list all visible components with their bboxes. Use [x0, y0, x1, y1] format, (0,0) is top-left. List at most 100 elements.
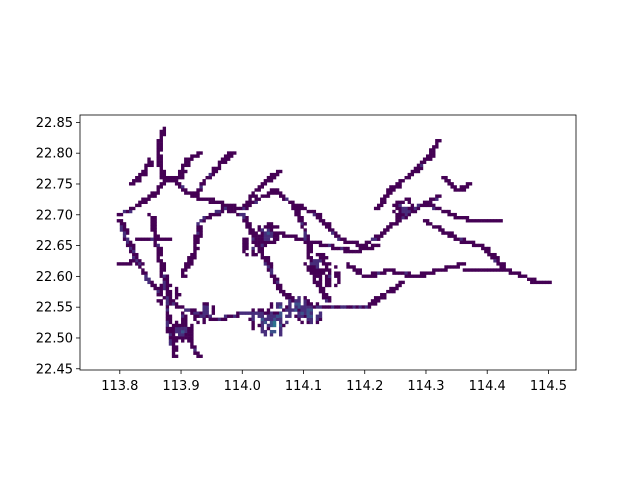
- heatmap-cell: [144, 166, 148, 171]
- heatmap-cell: [150, 283, 154, 288]
- heatmap-cell: [257, 246, 261, 251]
- heatmap-cell: [147, 160, 151, 164]
- heatmap-cell: [260, 311, 264, 315]
- heatmap-cell: [398, 212, 402, 217]
- heatmap-cell: [144, 237, 148, 241]
- heatmap-cell: [245, 200, 249, 204]
- heatmap-cell: [453, 216, 457, 220]
- heatmap-cell: [260, 182, 264, 186]
- heatmap-cell: [328, 268, 332, 272]
- heatmap-cell: [184, 262, 188, 266]
- heatmap-cell: [263, 256, 268, 260]
- heatmap-cell: [165, 293, 170, 297]
- heatmap-cell: [398, 219, 402, 223]
- heatmap-cell: [153, 216, 157, 220]
- heatmap-cell: [171, 339, 176, 343]
- heatmap-cell: [226, 151, 231, 155]
- heatmap-cell: [410, 172, 415, 177]
- heatmap-cell: [196, 240, 200, 245]
- heatmap-cell: [236, 206, 240, 211]
- heatmap-cell: [373, 296, 378, 300]
- heatmap-cell: [159, 289, 163, 294]
- heatmap-cell: [119, 262, 124, 266]
- heatmap-cell: [324, 268, 329, 272]
- heatmap-cell: [153, 194, 157, 198]
- heatmap-cell: [165, 311, 170, 315]
- heatmap-cell: [260, 240, 264, 245]
- heatmap-cell: [370, 302, 375, 306]
- heatmap-cell: [303, 305, 307, 309]
- heatmap-cell: [187, 326, 191, 331]
- heatmap-cell: [199, 188, 203, 192]
- heatmap-cell: [217, 200, 222, 204]
- heatmap-cell: [233, 314, 237, 318]
- x-tick-label: 114.2: [346, 379, 383, 394]
- heatmap-cell: [138, 175, 142, 180]
- heatmap-cell: [165, 277, 170, 281]
- heatmap-cell: [141, 172, 145, 177]
- heatmap-cell: [395, 222, 399, 226]
- heatmap-cell: [144, 169, 148, 174]
- heatmap-cell: [398, 200, 402, 204]
- heatmap-cell: [343, 237, 347, 241]
- heatmap-cell: [300, 308, 304, 312]
- heatmap-cell: [386, 191, 390, 195]
- heatmap-cell: [125, 237, 130, 241]
- heatmap-cell: [251, 314, 255, 318]
- heatmap-cell: [441, 228, 445, 232]
- heatmap-cell: [174, 329, 179, 334]
- heatmap-cell: [392, 203, 396, 208]
- heatmap-cell: [328, 274, 332, 278]
- heatmap-cell: [260, 185, 264, 189]
- heatmap-cell: [190, 191, 194, 195]
- heatmap-cell: [337, 274, 341, 278]
- heatmap-cell: [447, 234, 451, 238]
- heatmap-cell: [150, 219, 154, 223]
- heatmap-cell: [156, 191, 160, 195]
- heatmap-cell: [187, 265, 191, 269]
- heatmap-cell: [432, 151, 436, 155]
- heatmap-cell: [282, 234, 286, 238]
- heatmap-cell: [141, 268, 145, 272]
- heatmap-cell: [196, 231, 200, 235]
- heatmap-cell: [306, 209, 310, 214]
- heatmap-cell: [122, 237, 127, 241]
- heatmap-cell: [220, 160, 225, 164]
- heatmap-cell: [245, 203, 249, 208]
- heatmap-cell: [422, 203, 427, 208]
- heatmap-cell: [202, 182, 206, 186]
- heatmap-cell: [193, 308, 197, 312]
- heatmap-cell: [395, 216, 399, 220]
- heatmap-cell: [156, 234, 160, 238]
- heatmap-cell: [220, 206, 225, 211]
- heatmap-cell: [266, 228, 271, 232]
- heatmap-cell: [248, 311, 252, 315]
- heatmap-cell: [389, 191, 393, 195]
- heatmap-cell: [168, 293, 173, 297]
- heatmap-cell: [294, 209, 298, 214]
- heatmap-cell: [355, 249, 359, 254]
- heatmap-cell: [312, 268, 317, 272]
- heatmap-cell: [214, 209, 219, 214]
- heatmap-cell: [248, 225, 252, 229]
- heatmap-cell: [150, 216, 154, 220]
- heatmap-cell: [266, 237, 271, 241]
- heatmap-cell: [122, 262, 127, 266]
- heatmap-cell: [260, 320, 264, 325]
- heatmap-cell: [269, 175, 274, 180]
- heatmap-cell: [181, 320, 185, 325]
- heatmap-cell: [266, 265, 271, 269]
- x-axis: 113.8 113.9 114.0 114.1 114.2 114.3 114.4 114.5: [101, 370, 567, 394]
- heatmap-cell: [361, 243, 366, 248]
- heatmap-cell: [282, 231, 286, 235]
- heatmap-cell: [395, 206, 399, 211]
- heatmap-cell: [306, 314, 310, 318]
- heatmap-cell: [324, 283, 329, 288]
- heatmap-cell: [165, 237, 170, 241]
- heatmap-cell: [279, 194, 283, 198]
- heatmap-cell: [266, 259, 271, 263]
- heatmap-cell: [453, 212, 457, 217]
- heatmap-cell: [370, 237, 375, 241]
- heatmap-cell: [517, 271, 522, 275]
